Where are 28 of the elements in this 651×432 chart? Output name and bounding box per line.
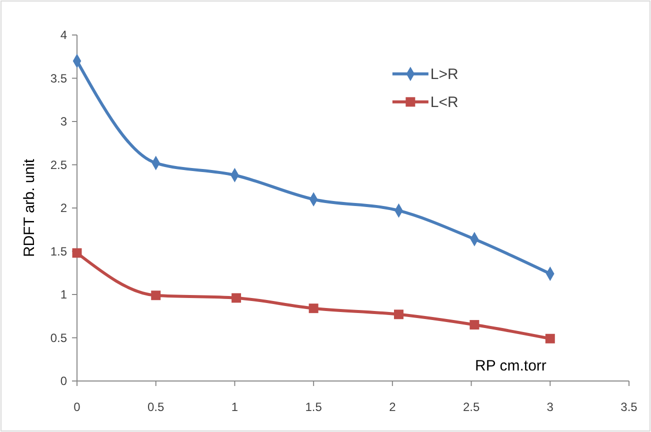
x-tick-label: 0.5 bbox=[148, 400, 165, 414]
x-tick-label: 2.5 bbox=[462, 400, 480, 414]
x-tick-label: 0 bbox=[74, 400, 81, 414]
x-axis-title: RP cm.torr bbox=[475, 358, 546, 375]
point bbox=[151, 290, 161, 300]
y-tick-label: 3 bbox=[60, 114, 68, 129]
legend-label: L<R bbox=[430, 94, 459, 112]
point bbox=[470, 320, 480, 330]
x-tick-label: 2 bbox=[389, 400, 396, 414]
x-tick-label: 1.5 bbox=[305, 400, 322, 414]
y-tick-label: 2 bbox=[60, 201, 68, 216]
x-tick-label: 3.5 bbox=[620, 400, 638, 414]
x-tick-label: 3 bbox=[546, 400, 554, 414]
legend-label: L>R bbox=[430, 66, 459, 84]
point bbox=[308, 304, 318, 314]
y-tick-label: 0 bbox=[60, 374, 68, 388]
y-tick-label: 4 bbox=[60, 28, 68, 42]
y-axis-title: RDFT arb. unit bbox=[21, 158, 38, 258]
point bbox=[232, 293, 242, 303]
point bbox=[545, 334, 555, 344]
y-tick-label: 2.5 bbox=[50, 158, 68, 172]
y-tick-label: 1.5 bbox=[50, 244, 68, 258]
y-tick-label: 1 bbox=[60, 288, 68, 302]
x-tick-label: 1 bbox=[231, 400, 238, 414]
point bbox=[394, 310, 404, 320]
y-tick-label: 0.5 bbox=[50, 330, 68, 345]
point bbox=[72, 248, 82, 258]
y-tick-label: 3.5 bbox=[50, 71, 68, 86]
